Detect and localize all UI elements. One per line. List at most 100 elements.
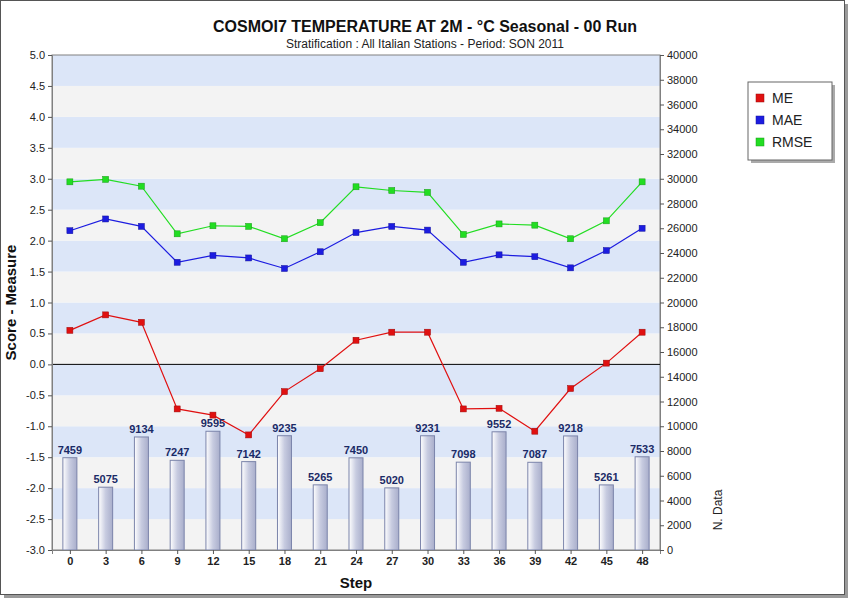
y2-tick-mark	[660, 525, 664, 526]
y-tick: 1.0	[30, 297, 52, 309]
x-tick-label: 30	[422, 555, 434, 567]
y2-tick-label: 10000	[667, 420, 698, 432]
x-tick: 15	[243, 550, 255, 567]
y-tick-label: 0.0	[30, 358, 45, 370]
subtitle: Stratification : All Italian Stations - …	[286, 37, 564, 51]
marker	[353, 230, 359, 236]
y-tick: -2.5	[26, 513, 52, 525]
x-tick: 36	[493, 550, 505, 567]
y2-tick-mark	[660, 179, 664, 180]
y2-tick-label: 2000	[667, 519, 691, 531]
data-labels: 7459507591347247959571429235526574505020…	[58, 417, 655, 486]
y2-tick-label: 0	[667, 544, 673, 556]
bar	[492, 432, 506, 550]
x-tick-label: 12	[207, 555, 219, 567]
plot-frame	[52, 55, 660, 550]
marker	[568, 386, 574, 392]
x-axis-title: Step	[340, 574, 373, 591]
x-tick: 21	[315, 550, 327, 567]
marker	[246, 255, 252, 261]
x-tick-mark	[213, 550, 214, 554]
marker	[532, 428, 538, 434]
y-tick: 3.0	[30, 173, 52, 185]
x-tick-mark	[284, 550, 285, 554]
y2-tick: 8000	[660, 445, 691, 457]
marker	[103, 216, 109, 222]
y-tick-mark	[48, 457, 52, 458]
x-tick-mark	[535, 550, 536, 554]
marker	[532, 222, 538, 228]
y-tick-label: -2.0	[26, 482, 45, 494]
y2-tick: 12000	[660, 396, 698, 408]
y-tick-mark	[48, 179, 52, 180]
frame	[1, 1, 845, 595]
legend-label: RMSE	[772, 134, 812, 150]
legend-marker	[756, 94, 764, 102]
bar	[456, 462, 470, 550]
y-tick: -1.5	[26, 451, 52, 463]
y2-tick-label: 24000	[667, 247, 698, 259]
x-tick: 48	[636, 550, 648, 567]
x-tick-mark	[177, 550, 178, 554]
marker	[425, 329, 431, 335]
x-tick: 9	[175, 550, 181, 567]
y2-tick: 32000	[660, 148, 698, 160]
x-tick-label: 15	[243, 555, 255, 567]
x-tick-label: 33	[458, 555, 470, 567]
y-tick-label: 0.5	[30, 327, 45, 339]
data-label: 9595	[201, 417, 225, 429]
y-tick-label: 1.5	[30, 266, 45, 278]
marker	[281, 265, 287, 271]
marker	[210, 252, 216, 258]
y2-tick-mark	[660, 476, 664, 477]
grid-band	[52, 86, 660, 117]
data-label: 7459	[58, 444, 82, 456]
marker	[603, 360, 609, 366]
x-tick-label: 42	[565, 555, 577, 567]
bar	[528, 462, 542, 550]
y-axis-title: Score - Measure	[2, 245, 19, 361]
x-tick: 6	[139, 550, 145, 567]
marker	[281, 236, 287, 242]
y-tick-mark	[48, 210, 52, 211]
y-tick-mark	[48, 148, 52, 149]
y-tick: 5.0	[30, 49, 52, 61]
marker	[67, 228, 73, 234]
marker	[639, 225, 645, 231]
y-tick: 4.0	[30, 111, 52, 123]
x-tick-mark	[320, 550, 321, 554]
marker	[210, 223, 216, 229]
x-tick-mark	[499, 550, 500, 554]
y2-tick-label: 40000	[667, 49, 698, 61]
x-axis: 036912151821242730333639424548	[53, 550, 661, 567]
marker	[138, 223, 144, 229]
legend-marker	[756, 116, 764, 124]
marker	[389, 223, 395, 229]
line	[70, 315, 642, 435]
y2-axis-line	[661, 56, 665, 551]
y2-tick: 26000	[660, 222, 698, 234]
x-tick-label: 27	[386, 555, 398, 567]
y-tick: -1.0	[26, 420, 52, 432]
data-label: 5075	[93, 473, 117, 485]
y-tick: 2.5	[30, 204, 52, 216]
bar	[599, 485, 613, 550]
y2-tick-label: 8000	[667, 445, 691, 457]
grid-band	[52, 55, 660, 86]
marker	[639, 329, 645, 335]
x-tick: 24	[350, 550, 363, 567]
y-tick-mark	[48, 303, 52, 304]
legend-marker	[756, 138, 764, 146]
y2-tick-mark	[660, 327, 664, 328]
marker	[425, 189, 431, 195]
x-tick-label: 36	[493, 555, 505, 567]
y-tick: 3.5	[30, 142, 52, 154]
legend-label: ME	[772, 90, 793, 106]
data-label: 5020	[380, 474, 404, 486]
bar	[170, 460, 184, 550]
grid-band	[52, 148, 660, 179]
x-tick-mark	[356, 550, 357, 554]
x-tick: 39	[529, 550, 541, 567]
bar	[206, 431, 220, 550]
y-tick: 4.5	[30, 80, 52, 92]
